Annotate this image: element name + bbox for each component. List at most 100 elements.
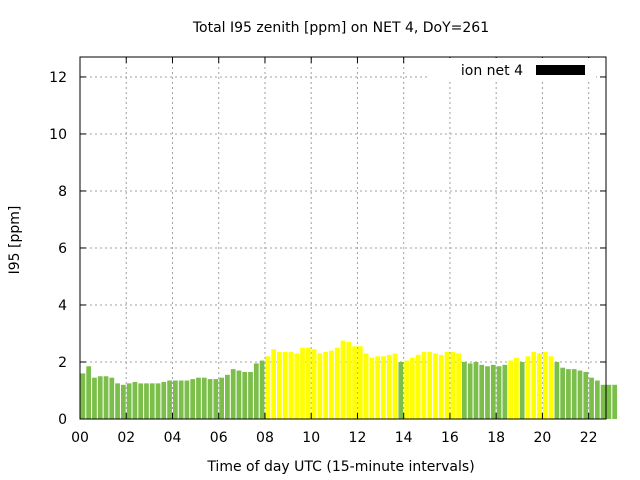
bar: [409, 357, 415, 419]
bar: [450, 352, 456, 419]
bar: [433, 353, 438, 419]
bar: [542, 352, 548, 419]
bar: [334, 347, 340, 419]
bar: [120, 384, 126, 419]
chart-title: Total I95 zenith [ppm] on NET 4, DoY=261: [192, 20, 489, 36]
bar: [207, 379, 213, 419]
bar: [594, 380, 600, 419]
bar: [253, 363, 259, 419]
x-tick-label: 18: [487, 430, 505, 446]
bar: [126, 383, 132, 419]
bar: [265, 356, 271, 419]
x-tick-label: 06: [210, 430, 228, 446]
bar: [438, 354, 444, 419]
bar: [508, 360, 513, 419]
bar: [496, 366, 502, 419]
bar: [560, 367, 566, 419]
legend: ion net 4: [428, 58, 596, 80]
x-tick-label: 08: [256, 430, 274, 446]
y-tick-label: 12: [49, 70, 67, 86]
x-tick-label: 02: [117, 430, 135, 446]
bar: [294, 353, 300, 419]
bar: [386, 354, 392, 419]
bar: [352, 346, 357, 419]
bar: [300, 347, 305, 419]
bar: [357, 346, 363, 419]
bar: [115, 383, 120, 419]
bar: [132, 381, 138, 419]
bar: [369, 357, 375, 419]
bar: [479, 364, 485, 419]
bar: [103, 376, 109, 419]
bar: [444, 352, 450, 419]
plot-frame: [79, 56, 607, 420]
x-tick-label: 20: [534, 430, 552, 446]
bar: [109, 377, 115, 419]
y-axis-label: I95 [ppm]: [7, 206, 23, 275]
bar: [190, 379, 196, 419]
bar: [404, 360, 409, 419]
x-axis-label: Time of day UTC (15-minute intervals): [206, 459, 474, 475]
x-tick-label: 16: [441, 430, 459, 446]
bar: [184, 380, 190, 419]
bar: [502, 364, 508, 419]
bar: [305, 347, 311, 419]
bar: [259, 360, 265, 419]
bar: [80, 373, 86, 419]
bar: [144, 383, 149, 419]
bar: [323, 352, 329, 419]
x-tick-label: 22: [580, 430, 598, 446]
bar: [329, 350, 334, 419]
bar: [392, 353, 398, 419]
x-tick-label: 10: [302, 430, 320, 446]
bar: [213, 379, 219, 419]
bar: [248, 371, 253, 419]
bar: [178, 380, 184, 419]
bar: [398, 361, 404, 419]
bar: [606, 384, 612, 419]
bar: [97, 376, 103, 419]
bar: [230, 369, 236, 419]
bar: [167, 380, 172, 419]
bar: [381, 356, 386, 419]
bar: [467, 363, 473, 419]
bar: [427, 352, 433, 419]
bar: [473, 361, 479, 419]
bar: [519, 361, 525, 419]
bar: [363, 353, 369, 419]
bar: [456, 353, 461, 419]
bar: [149, 383, 155, 419]
bar: [173, 380, 178, 419]
bar: [600, 384, 606, 419]
bar: [201, 377, 207, 419]
bar: [462, 361, 467, 419]
y-tick-label: 2: [58, 355, 67, 371]
bars: [80, 340, 618, 419]
bar: [92, 377, 97, 419]
bar: [421, 352, 427, 419]
bar: [485, 366, 490, 419]
bar: [554, 361, 560, 419]
bar: [490, 364, 496, 419]
bar: [271, 349, 277, 419]
x-tick-label: 12: [349, 430, 367, 446]
bar: [566, 369, 571, 419]
y-tick-label: 0: [58, 412, 67, 428]
bar: [577, 370, 583, 419]
bar: [340, 340, 346, 419]
bar: [317, 353, 323, 419]
bar: [242, 371, 248, 419]
legend-swatch: [536, 65, 585, 75]
bar: [155, 383, 161, 419]
bar: [375, 356, 381, 419]
x-tick-label: 14: [395, 430, 413, 446]
bar: [138, 383, 144, 419]
bar: [548, 356, 554, 419]
bar: [161, 381, 167, 419]
bar: [86, 366, 92, 419]
bar: [219, 377, 224, 419]
legend-label: ion net 4: [461, 63, 523, 79]
grid-lines: [80, 57, 606, 419]
bar: [537, 353, 542, 419]
